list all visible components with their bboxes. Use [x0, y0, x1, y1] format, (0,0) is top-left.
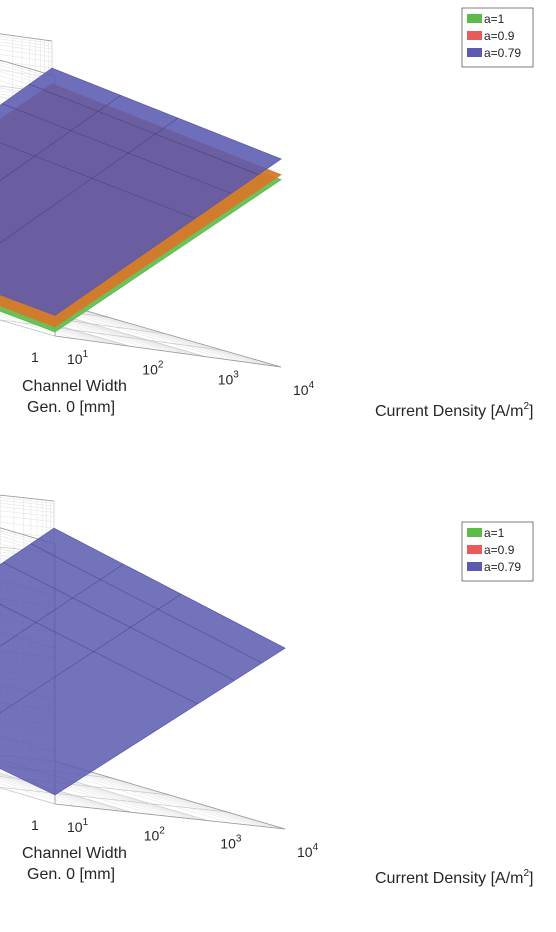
current-tick-label: 104	[293, 380, 315, 398]
legend-swatch-a1	[467, 528, 482, 537]
surface-chart-bottom-svg: 10-210010212345101102103104 Channel Widt…	[0, 494, 534, 887]
x-axis-label: Current Density [A/m2]	[375, 401, 534, 420]
legend-swatch-a09	[467, 31, 482, 40]
legend-label-a1: a=1	[484, 526, 505, 540]
legend-swatch-a079	[467, 48, 482, 57]
current-tick-label: 104	[297, 842, 319, 860]
current-tick-label: 101	[67, 817, 89, 835]
legend-swatch-a1	[467, 14, 482, 23]
legend-label-a09: a=0.9	[484, 29, 515, 43]
y-axis-label-line2: Gen. 0 [mm]	[27, 399, 115, 416]
legend: a=1 a=0.9 a=0.79	[461, 7, 534, 68]
tick-labels: 10-210010212345101102103104	[31, 349, 315, 398]
legend-label-a079: a=0.79	[484, 46, 521, 60]
width-tick-label: 1	[31, 817, 39, 833]
y-axis-label-line1: Channel Width	[22, 845, 127, 862]
surface-chart-top: 10-210010212345101102103104 Channel Widt…	[0, 7, 534, 420]
legend-swatch-a079	[467, 562, 482, 571]
current-tick-label: 101	[67, 349, 89, 367]
legend-swatch-a09	[467, 545, 482, 554]
legend-label-a079: a=0.79	[484, 560, 521, 574]
surface-a079	[0, 67, 282, 316]
surfaces	[0, 527, 286, 796]
surface-chart-top-svg: 10-210010212345101102103104 Channel Widt…	[0, 7, 534, 420]
x-axis-label: Current Density [A/m2]	[375, 868, 534, 887]
y-axis-label-line1: Channel Width	[22, 378, 127, 395]
surface-chart-bottom: 10-210010212345101102103104 Channel Widt…	[0, 466, 556, 932]
surface-a079	[0, 527, 286, 796]
current-tick-label: 102	[144, 825, 166, 843]
tick-labels: 10-210010212345101102103104	[31, 817, 319, 860]
current-tick-label: 102	[142, 359, 164, 377]
current-tick-label: 103	[220, 834, 242, 852]
surfaces	[0, 67, 282, 333]
width-tick-label: 1	[31, 349, 39, 365]
legend-label-a09: a=0.9	[484, 543, 515, 557]
current-tick-label: 103	[218, 370, 240, 388]
legend-label-a1: a=1	[484, 12, 505, 26]
legend: a=1 a=0.9 a=0.79	[461, 521, 534, 582]
y-axis-label-line2: Gen. 0 [mm]	[27, 866, 115, 883]
